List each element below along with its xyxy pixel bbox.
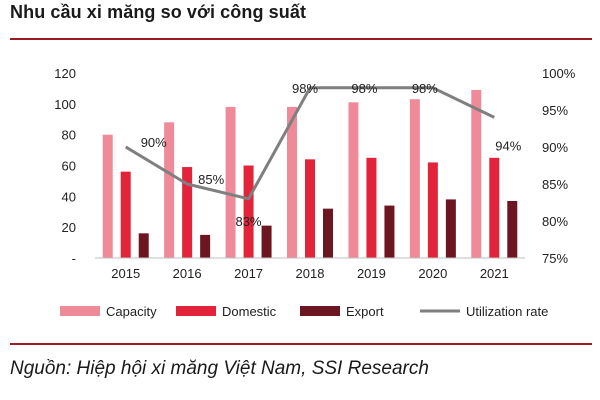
left-axis-tick-label: 80: [62, 128, 76, 143]
bar-domestic: [243, 165, 254, 258]
legend-swatch-export: [300, 306, 340, 316]
utilization-line: [124, 86, 495, 201]
utilization-data-label: 98%: [292, 81, 318, 96]
x-tick-label: 2016: [173, 266, 202, 281]
bar-domestic: [182, 167, 193, 258]
x-tick-label: 2018: [296, 266, 325, 281]
legend: Capacity Domestic Export Utilization rate: [60, 304, 548, 319]
bar-domestic: [305, 159, 315, 258]
bar-series: [102, 89, 518, 259]
title-divider: [10, 38, 592, 40]
bar-export: [261, 225, 272, 258]
left-axis-tick-label: -: [72, 251, 76, 266]
left-axis-tick-label: 120: [54, 66, 76, 81]
bar-capacity: [471, 89, 482, 258]
bar-capacity: [348, 102, 359, 259]
source-note: Nguồn: Hiệp hội xi măng Việt Nam, SSI Re…: [10, 358, 429, 379]
bar-capacity: [225, 106, 236, 259]
legend-label: Capacity: [106, 304, 157, 319]
right-axis-tick-label: 75%: [542, 251, 568, 266]
cement-demand-chart: - 20 40 60 80 100 120 75% 80% 85% 90% 95% 100% 2015…: [54, 66, 576, 319]
legend-swatch-capacity: [60, 306, 100, 316]
utilization-data-label: 98%: [351, 81, 377, 96]
right-axis: 75% 80% 85% 90% 95% 100%: [542, 66, 576, 266]
left-axis: - 20 40 60 80 100 120: [54, 66, 76, 266]
utilization-data-label: 98%: [412, 81, 438, 96]
left-axis-tick-label: 20: [62, 220, 76, 235]
utilization-data-label: 94%: [495, 138, 521, 153]
bar-domestic: [427, 162, 438, 258]
bar-capacity: [164, 122, 175, 258]
x-tick-label: 2019: [357, 266, 386, 281]
utilization-rate-line: [124, 86, 495, 201]
chart-title: Nhu cầu xi măng so với công suất: [10, 2, 307, 22]
x-tick-label: 2015: [111, 266, 140, 281]
right-axis-tick-label: 100%: [542, 66, 576, 81]
right-axis-tick-label: 80%: [542, 214, 568, 229]
x-tick-label: 2021: [480, 266, 509, 281]
bar-capacity: [287, 106, 297, 259]
legend-label: Export: [346, 304, 384, 319]
legend-label: Domestic: [222, 304, 277, 319]
bar-export: [507, 200, 518, 258]
x-tick-label: 2020: [418, 266, 447, 281]
right-axis-tick-label: 85%: [542, 177, 568, 192]
legend-label: Utilization rate: [466, 304, 548, 319]
right-axis-tick-label: 90%: [542, 140, 568, 155]
utilization-data-label: 83%: [236, 214, 262, 229]
bar-domestic: [366, 157, 377, 258]
utilization-data-labels: 90% 85% 83% 98% 98% 98% 94%: [141, 81, 522, 229]
bar-export: [445, 199, 456, 258]
bar-export: [384, 205, 395, 258]
left-axis-tick-label: 100: [54, 97, 76, 112]
bar-export: [138, 233, 149, 258]
source-divider: [10, 343, 592, 345]
right-axis-tick-label: 95%: [542, 103, 568, 118]
bar-domestic: [120, 171, 131, 258]
legend-swatch-domestic: [176, 306, 216, 316]
bar-export: [323, 208, 333, 258]
left-axis-tick-label: 40: [62, 189, 76, 204]
left-axis-tick-label: 60: [62, 159, 76, 174]
bar-capacity: [102, 134, 113, 258]
utilization-data-label: 85%: [198, 172, 224, 187]
bar-capacity: [409, 99, 420, 258]
bar-export: [200, 234, 211, 258]
bar-domestic: [489, 157, 500, 258]
utilization-data-label: 90%: [141, 135, 167, 150]
x-axis-labels: 2015 2016 2017 2018 2019 2020 2021: [111, 266, 508, 281]
x-tick-label: 2017: [234, 266, 263, 281]
